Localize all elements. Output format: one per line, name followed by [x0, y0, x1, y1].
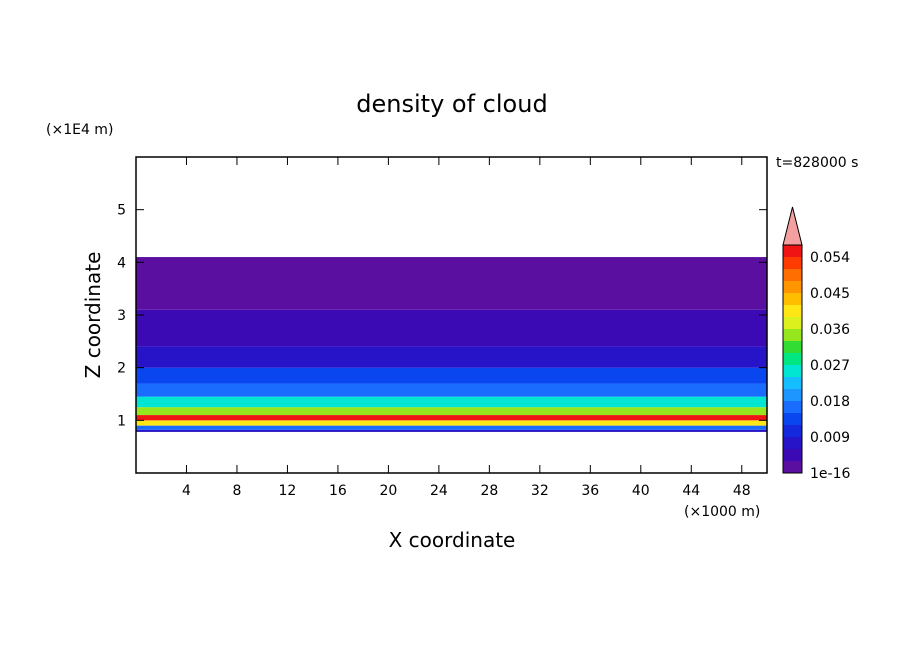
density-layer-8 — [136, 346, 767, 368]
x-tick-label: 28 — [480, 483, 498, 499]
chart-title: density of cloud — [356, 90, 547, 118]
colorbar-swatch — [783, 281, 802, 293]
x-tick-label: 20 — [379, 483, 397, 499]
x-tick-label: 40 — [632, 483, 650, 499]
x-tick-label: 16 — [329, 483, 347, 499]
colorbar-swatch — [783, 425, 802, 437]
density-layer-3 — [136, 415, 767, 421]
x-axis-ticks: 4 8 12 16 20 24 28 32 36 40 44 48 — [182, 157, 751, 499]
density-layer-7 — [136, 367, 767, 384]
colorbar-label: 0.018 — [810, 394, 850, 410]
colorbar-frame — [782, 244, 803, 474]
colorbar-swatch — [783, 437, 802, 449]
colorbar-label: 0.009 — [810, 430, 850, 446]
x-tick-label: 24 — [430, 483, 448, 499]
colorbar-label: 0.054 — [810, 250, 850, 266]
y-tick-label: 4 — [117, 255, 126, 271]
colorbar-swatch — [783, 401, 802, 413]
y-tick-label: 5 — [117, 203, 126, 219]
y-tick-label: 1 — [117, 413, 126, 429]
density-layer-1 — [136, 425, 767, 430]
x-tick-label: 36 — [581, 483, 599, 499]
density-layer-9 — [136, 309, 767, 347]
x-tick-label: 44 — [682, 483, 700, 499]
colorbar-swatch — [783, 377, 802, 389]
density-layer-10 — [136, 257, 767, 310]
density-field — [136, 257, 767, 432]
colorbar-label: 0.027 — [810, 358, 850, 374]
colorbar-swatch — [783, 353, 802, 365]
colorbar-swatch — [783, 305, 802, 317]
x-unit-label: (×1000 m) — [684, 504, 760, 520]
colorbar-swatch — [783, 341, 802, 353]
y-tick-label: 2 — [117, 361, 126, 377]
colorbar-swatch — [783, 257, 802, 269]
colorbar-swatch — [783, 329, 802, 341]
colorbar-swatch — [783, 389, 802, 401]
colorbar-label: 0.036 — [810, 322, 850, 338]
density-layer-2 — [136, 420, 767, 426]
density-layer-4 — [136, 407, 767, 416]
colorbar-swatch — [783, 365, 802, 377]
colorbar-swatch — [783, 293, 802, 305]
y-axis-ticks: 1 2 3 4 5 — [117, 203, 767, 429]
colorbar-swatch — [783, 449, 802, 461]
colorbar-swatch — [783, 413, 802, 425]
x-tick-label: 12 — [279, 483, 297, 499]
time-label: t=828000 s — [776, 155, 858, 171]
colorbar-label: 1e-16 — [810, 466, 850, 482]
colorbar-overflow-arrow — [782, 206, 803, 246]
density-layer-5 — [136, 396, 767, 408]
x-axis-label: X coordinate — [389, 528, 516, 552]
x-tick-label: 4 — [182, 483, 191, 499]
colorbar: 1e-16 0.009 0.018 0.027 0.036 0.045 0.054 — [782, 206, 850, 482]
colorbar-swatch — [783, 317, 802, 329]
colorbar-label: 0.045 — [810, 286, 850, 302]
x-tick-label: 48 — [733, 483, 751, 499]
colorbar-swatch — [783, 269, 802, 281]
y-unit-label: (×1E4 m) — [46, 122, 113, 138]
colorbar-swatch — [783, 245, 802, 257]
density-layer-0 — [136, 429, 767, 432]
density-layer-6 — [136, 383, 767, 397]
x-tick-label: 8 — [232, 483, 241, 499]
y-tick-label: 3 — [117, 308, 126, 324]
x-tick-label: 32 — [531, 483, 549, 499]
colorbar-swatch — [783, 461, 802, 473]
y-axis-label: Z coordinate — [81, 252, 105, 379]
